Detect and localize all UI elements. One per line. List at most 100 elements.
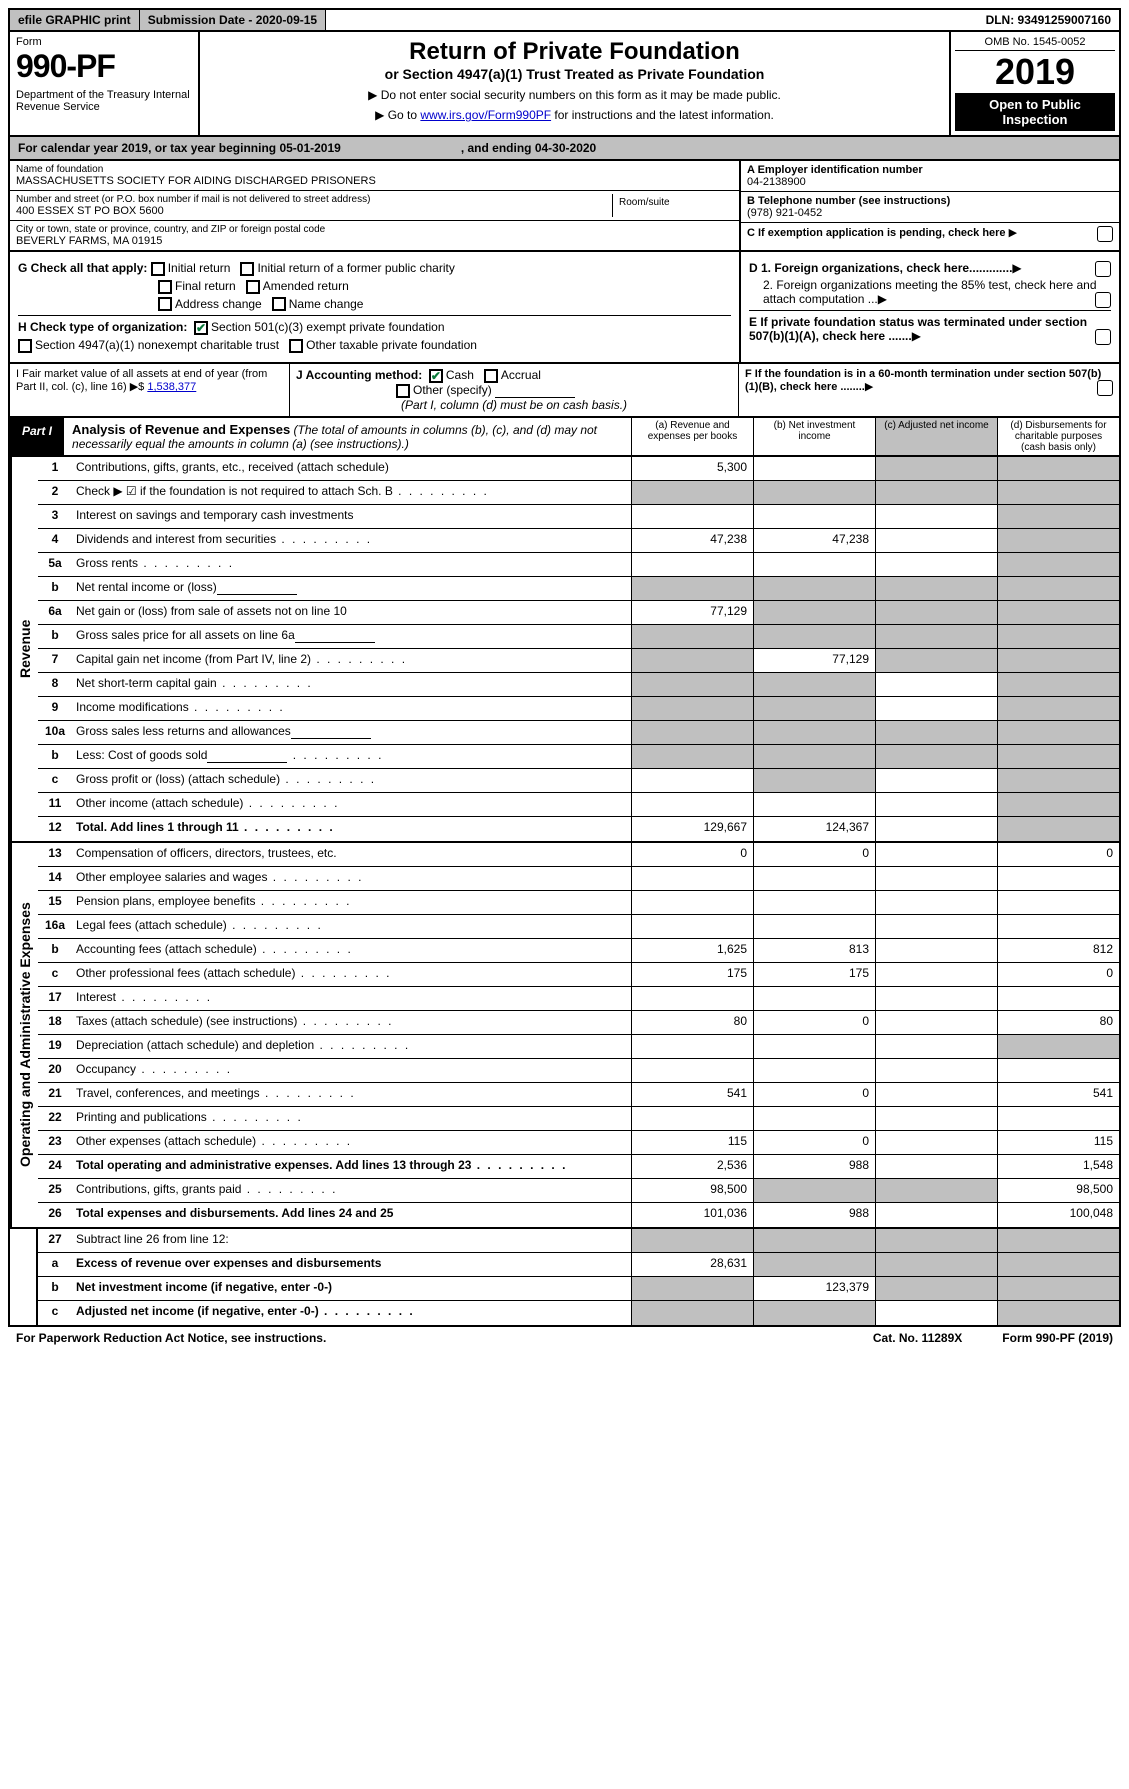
table-row: 22Printing and publications bbox=[38, 1107, 1119, 1131]
revenue-section: Revenue 1Contributions, gifts, grants, e… bbox=[8, 457, 1121, 843]
table-row: 1Contributions, gifts, grants, etc., rec… bbox=[38, 457, 1119, 481]
accrual-checkbox[interactable] bbox=[484, 369, 498, 383]
table-row: 15Pension plans, employee benefits bbox=[38, 891, 1119, 915]
form-title: Return of Private Foundation bbox=[210, 38, 939, 66]
header-note-2: ▶ Go to www.irs.gov/Form990PF for instru… bbox=[210, 108, 939, 122]
name-label: Name of foundation bbox=[16, 164, 733, 175]
j-label: J Accounting method: bbox=[296, 368, 422, 382]
name-change-checkbox[interactable] bbox=[272, 297, 286, 311]
cash-checkbox[interactable] bbox=[429, 369, 443, 383]
table-row: 11Other income (attach schedule) bbox=[38, 793, 1119, 817]
table-row: 7Capital gain net income (from Part IV, … bbox=[38, 649, 1119, 673]
table-row: 18Taxes (attach schedule) (see instructi… bbox=[38, 1011, 1119, 1035]
col-a-header: (a) Revenue and expenses per books bbox=[631, 418, 753, 455]
form-footer-label: Form 990-PF (2019) bbox=[1002, 1331, 1113, 1345]
table-row: 4Dividends and interest from securities4… bbox=[38, 529, 1119, 553]
submission-date: Submission Date - 2020-09-15 bbox=[140, 10, 326, 30]
table-row: 6aNet gain or (loss) from sale of assets… bbox=[38, 601, 1119, 625]
table-row: 26Total expenses and disbursements. Add … bbox=[38, 1203, 1119, 1227]
g-label: G Check all that apply: bbox=[18, 261, 147, 275]
table-row: 2Check ▶ ☑ if the foundation is not requ… bbox=[38, 481, 1119, 505]
table-row: 17Interest bbox=[38, 987, 1119, 1011]
col-b-header: (b) Net investment income bbox=[753, 418, 875, 455]
d2-checkbox[interactable] bbox=[1095, 292, 1111, 308]
exemption-checkbox[interactable] bbox=[1097, 226, 1113, 242]
table-row: cGross profit or (loss) (attach schedule… bbox=[38, 769, 1119, 793]
amended-return-checkbox[interactable] bbox=[246, 280, 260, 294]
table-row: bLess: Cost of goods sold bbox=[38, 745, 1119, 769]
form-label: Form bbox=[16, 36, 192, 48]
other-taxable-checkbox[interactable] bbox=[289, 339, 303, 353]
exemption-label: C If exemption application is pending, c… bbox=[747, 227, 1006, 239]
efile-button[interactable]: efile GRAPHIC print bbox=[10, 10, 140, 30]
tax-year: 2019 bbox=[955, 51, 1115, 93]
4947-checkbox[interactable] bbox=[18, 339, 32, 353]
d1-checkbox[interactable] bbox=[1095, 261, 1111, 277]
calendar-year-row: For calendar year 2019, or tax year begi… bbox=[8, 137, 1121, 161]
fmv-amount: 1,538,377 bbox=[147, 381, 196, 393]
revenue-side-label: Revenue bbox=[10, 457, 38, 841]
j-note: (Part I, column (d) must be on cash basi… bbox=[296, 398, 732, 412]
header-note-1: ▶ Do not enter social security numbers o… bbox=[210, 88, 939, 102]
part1-header: Part I Analysis of Revenue and Expenses … bbox=[8, 418, 1121, 457]
phone-value: (978) 921-0452 bbox=[747, 207, 1113, 219]
table-row: bAccounting fees (attach schedule)1,6258… bbox=[38, 939, 1119, 963]
room-label: Room/suite bbox=[619, 197, 727, 208]
address-change-checkbox[interactable] bbox=[158, 297, 172, 311]
cat-number: Cat. No. 11289X bbox=[873, 1331, 962, 1345]
table-row: 5aGross rents bbox=[38, 553, 1119, 577]
h-label: H Check type of organization: bbox=[18, 320, 187, 334]
check-section: G Check all that apply: Initial return I… bbox=[8, 252, 1121, 364]
form-subtitle: or Section 4947(a)(1) Trust Treated as P… bbox=[210, 66, 939, 82]
foundation-name: MASSACHUSETTS SOCIETY FOR AIDING DISCHAR… bbox=[16, 175, 733, 187]
table-row: 3Interest on savings and temporary cash … bbox=[38, 505, 1119, 529]
top-bar: efile GRAPHIC print Submission Date - 20… bbox=[8, 8, 1121, 32]
table-row: 27Subtract line 26 from line 12: bbox=[38, 1229, 1119, 1253]
other-method-checkbox[interactable] bbox=[396, 384, 410, 398]
table-row: 24Total operating and administrative exp… bbox=[38, 1155, 1119, 1179]
table-row: 10aGross sales less returns and allowanc… bbox=[38, 721, 1119, 745]
initial-return-checkbox[interactable] bbox=[151, 262, 165, 276]
final-return-checkbox[interactable] bbox=[158, 280, 172, 294]
form-header: Form 990-PF Department of the Treasury I… bbox=[8, 32, 1121, 137]
dln-number: DLN: 93491259007160 bbox=[978, 10, 1119, 30]
ein-value: 04-2138900 bbox=[747, 176, 1113, 188]
table-row: 8Net short-term capital gain bbox=[38, 673, 1119, 697]
part1-tab: Part I bbox=[10, 418, 64, 455]
table-row: 19Depreciation (attach schedule) and dep… bbox=[38, 1035, 1119, 1059]
e-checkbox[interactable] bbox=[1095, 329, 1111, 345]
paperwork-notice: For Paperwork Reduction Act Notice, see … bbox=[16, 1331, 326, 1345]
table-row: bGross sales price for all assets on lin… bbox=[38, 625, 1119, 649]
ein-label: A Employer identification number bbox=[747, 164, 1113, 176]
address-label: Number and street (or P.O. box number if… bbox=[16, 194, 612, 205]
page-footer: For Paperwork Reduction Act Notice, see … bbox=[8, 1327, 1121, 1349]
table-row: 9Income modifications bbox=[38, 697, 1119, 721]
address-value: 400 ESSEX ST PO BOX 5600 bbox=[16, 205, 612, 217]
table-row: 23Other expenses (attach schedule)115011… bbox=[38, 1131, 1119, 1155]
table-row: 13Compensation of officers, directors, t… bbox=[38, 843, 1119, 867]
open-to-public: Open to Public Inspection bbox=[955, 93, 1115, 131]
entity-info: Name of foundation MASSACHUSETTS SOCIETY… bbox=[8, 161, 1121, 252]
city-label: City or town, state or province, country… bbox=[16, 224, 733, 235]
expenses-section: Operating and Administrative Expenses 13… bbox=[8, 843, 1121, 1229]
501c3-checkbox[interactable] bbox=[194, 321, 208, 335]
table-row: 25Contributions, gifts, grants paid98,50… bbox=[38, 1179, 1119, 1203]
omb-number: OMB No. 1545-0052 bbox=[955, 36, 1115, 51]
col-c-header: (c) Adjusted net income bbox=[875, 418, 997, 455]
f-checkbox[interactable] bbox=[1097, 380, 1113, 396]
table-row: cAdjusted net income (if negative, enter… bbox=[38, 1301, 1119, 1325]
table-row: 14Other employee salaries and wages bbox=[38, 867, 1119, 891]
instructions-link[interactable]: www.irs.gov/Form990PF bbox=[420, 108, 551, 122]
table-row: bNet investment income (if negative, ent… bbox=[38, 1277, 1119, 1301]
i-label: I Fair market value of all assets at end… bbox=[16, 368, 267, 393]
table-row: bNet rental income or (loss) bbox=[38, 577, 1119, 601]
table-row: 20Occupancy bbox=[38, 1059, 1119, 1083]
city-value: BEVERLY FARMS, MA 01915 bbox=[16, 235, 733, 247]
table-row: 12Total. Add lines 1 through 11129,66712… bbox=[38, 817, 1119, 841]
table-row: 16aLegal fees (attach schedule) bbox=[38, 915, 1119, 939]
initial-public-checkbox[interactable] bbox=[240, 262, 254, 276]
expenses-side-label: Operating and Administrative Expenses bbox=[10, 843, 38, 1227]
table-row: cOther professional fees (attach schedul… bbox=[38, 963, 1119, 987]
table-row: 21Travel, conferences, and meetings54105… bbox=[38, 1083, 1119, 1107]
col-d-header: (d) Disbursements for charitable purpose… bbox=[997, 418, 1119, 455]
